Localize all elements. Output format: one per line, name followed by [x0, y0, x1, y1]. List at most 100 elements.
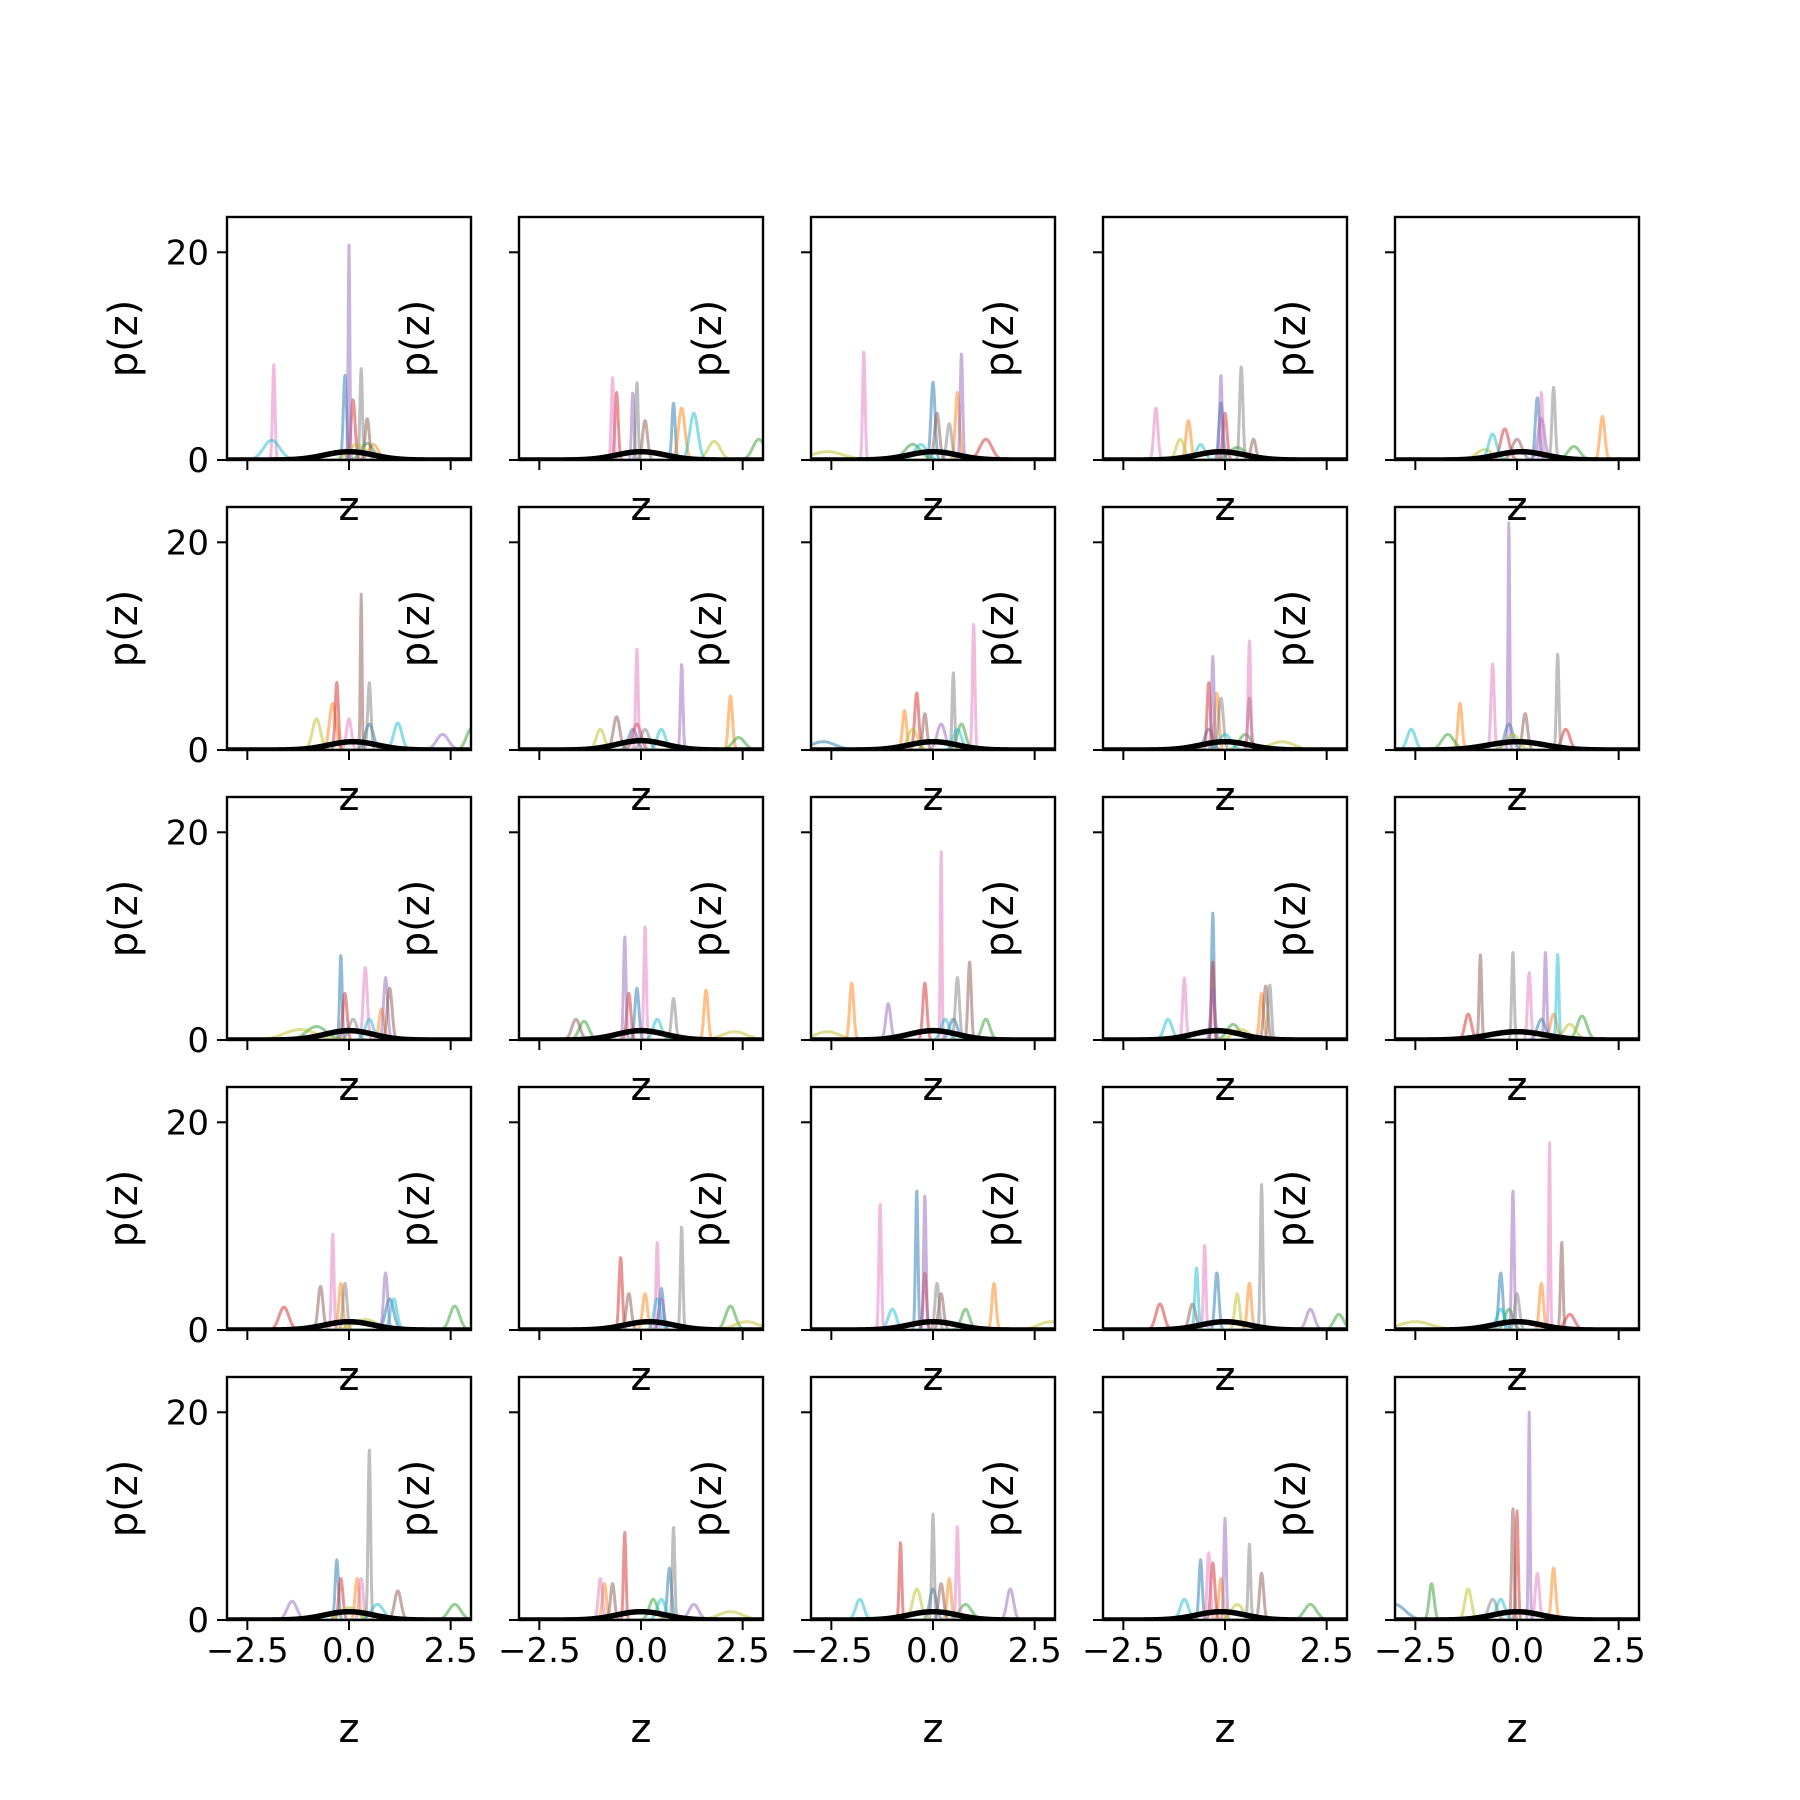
- x-tick-label: 2.5: [1300, 1631, 1354, 1671]
- y-axis-label: p(z): [101, 1460, 147, 1538]
- subplot-r1-c1: p(z)z: [393, 505, 765, 820]
- subplot-r1-c2: p(z)z: [685, 505, 1057, 820]
- y-tick-label: 0: [187, 1021, 209, 1061]
- pdf-series-4: [227, 243, 471, 460]
- pdf-series-8: [227, 1318, 471, 1330]
- pdf-series-2: [1103, 1602, 1347, 1620]
- pdf-series-3: [227, 991, 471, 1040]
- y-axis-label: p(z): [101, 590, 147, 668]
- pdf-series-1: [811, 981, 1055, 1040]
- subplot-r0-c4: p(z)z: [1269, 215, 1641, 530]
- y-tick-label: 0: [187, 441, 209, 481]
- x-tick-label: −2.5: [790, 1631, 873, 1671]
- y-axis-label: p(z): [393, 300, 439, 378]
- y-tick-label: 20: [166, 813, 209, 853]
- pdf-series-0: [1395, 722, 1639, 750]
- subplot-r4-c3: −2.5 0.0 2.5 p(z) z: [977, 1375, 1354, 1752]
- x-tick-label: 2.5: [424, 1631, 478, 1671]
- pdf-series-0: [811, 380, 1055, 460]
- pdf-series-9: [1103, 732, 1347, 750]
- pdf-series-5: [811, 411, 1055, 460]
- x-tick-label: −2.5: [1374, 1631, 1457, 1671]
- subplot-r4-c0: −2.5 0.0 2.5 0 20 p(z) z: [101, 1375, 478, 1752]
- y-tick-label: 0: [187, 731, 209, 771]
- y-axis-label: p(z): [1269, 1170, 1315, 1248]
- subplot-r1-c3: p(z)z: [977, 505, 1349, 820]
- subplot-r0-c1: p(z)z: [393, 215, 765, 530]
- y-axis-label: p(z): [1269, 880, 1315, 958]
- y-axis-label: p(z): [685, 1460, 731, 1538]
- pdf-series-4: [1103, 1307, 1347, 1330]
- pdf-series-0: [811, 1587, 1055, 1620]
- pdf-series-8: [1395, 732, 1639, 750]
- pdf-series-7: [227, 1017, 471, 1040]
- y-axis-label: p(z): [977, 1170, 1023, 1248]
- x-tick-label: 2.5: [1008, 1631, 1062, 1671]
- y-axis-label: p(z): [685, 1170, 731, 1248]
- y-axis-label: p(z): [977, 880, 1023, 958]
- subplot-r2-c3: p(z)z: [977, 795, 1349, 1110]
- pdf-series-2: [1395, 1582, 1639, 1620]
- pdf-series-8: [227, 1606, 471, 1620]
- subplot-r1-c4: p(z)z: [1269, 505, 1641, 820]
- pdf-series-4: [811, 1587, 1055, 1620]
- subplot-r2-c1: p(z)z: [393, 795, 765, 1110]
- pdf-series-3: [1395, 1509, 1639, 1620]
- y-axis-label: p(z): [685, 300, 731, 378]
- x-tick-label: 0.0: [1490, 1631, 1544, 1671]
- y-axis-label: p(z): [977, 590, 1023, 668]
- x-tick-label: −2.5: [498, 1631, 581, 1671]
- x-axis-label: z: [923, 1706, 944, 1752]
- subplot-r4-c4: −2.5 0.0 2.5 p(z) z: [1269, 1375, 1646, 1752]
- x-tick-label: 2.5: [716, 1631, 770, 1671]
- x-axis-label: z: [1215, 1706, 1236, 1752]
- pdf-series-9: [227, 438, 471, 460]
- y-axis-label: p(z): [685, 880, 731, 958]
- x-tick-label: −2.5: [206, 1631, 289, 1671]
- y-tick-label: 0: [187, 1311, 209, 1351]
- pdf-series-7: [1395, 1292, 1639, 1330]
- pdf-series-8: [519, 439, 763, 460]
- subplot-r3-c4: p(z)z: [1269, 1085, 1641, 1400]
- y-axis-label: p(z): [1269, 300, 1315, 378]
- y-axis-label: p(z): [101, 300, 147, 378]
- pdf-series-9: [811, 442, 1055, 460]
- y-tick-label: 20: [166, 1103, 209, 1143]
- x-axis-label: z: [339, 1706, 360, 1752]
- y-axis-label: p(z): [1269, 590, 1315, 668]
- y-axis-label: p(z): [393, 1460, 439, 1538]
- pdf-series-7: [811, 1512, 1055, 1620]
- subplot-r2-c4: p(z)z: [1269, 795, 1641, 1110]
- y-tick-label: 20: [166, 523, 209, 563]
- x-tick-label: 0.0: [322, 1631, 376, 1671]
- y-axis-label: p(z): [101, 880, 147, 958]
- y-tick-label: 20: [166, 1393, 209, 1433]
- pdf-series-8: [1395, 1320, 1639, 1330]
- pdf-series-7: [519, 727, 763, 750]
- subplot-r4-c1: −2.5 0.0 2.5 p(z) z: [393, 1375, 770, 1752]
- y-axis-label: p(z): [393, 590, 439, 668]
- pdf-series-3: [1103, 411, 1347, 460]
- y-tick-label: 0: [187, 1601, 209, 1641]
- subplot-r4-c2: −2.5 0.0 2.5 p(z) z: [685, 1375, 1062, 1752]
- y-axis-label: p(z): [101, 1170, 147, 1248]
- pdf-series-8: [519, 1030, 763, 1040]
- x-axis-label: z: [631, 1706, 652, 1752]
- pdf-series-9: [811, 1597, 1055, 1620]
- pdf-series-6: [227, 717, 471, 750]
- y-axis-label: p(z): [393, 880, 439, 958]
- y-axis-label: p(z): [977, 1460, 1023, 1538]
- pdf-series-7: [1103, 696, 1347, 750]
- pdf-series-5: [1395, 437, 1639, 460]
- x-tick-label: 0.0: [1198, 1631, 1252, 1671]
- y-axis-label: p(z): [977, 300, 1023, 378]
- pdf-series-8: [519, 1610, 763, 1620]
- y-axis-label: p(z): [685, 590, 731, 668]
- pdf-series-2: [519, 1304, 763, 1330]
